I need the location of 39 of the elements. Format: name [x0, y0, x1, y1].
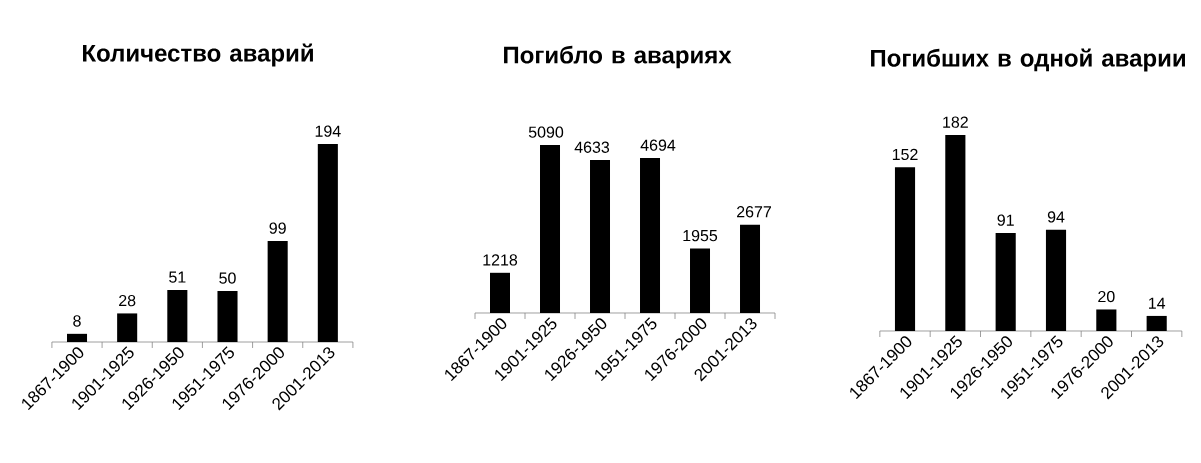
bar — [740, 224, 761, 313]
data-label: 5090 — [528, 126, 564, 138]
data-label: 28 — [119, 294, 136, 307]
bar — [540, 144, 561, 313]
bar — [1096, 309, 1117, 331]
data-label: 194 — [315, 125, 341, 137]
data-label: 2677 — [737, 206, 771, 218]
bar — [267, 240, 288, 342]
bar — [590, 160, 611, 313]
chart-title: Погибших в одной аварии — [871, 48, 1185, 72]
bar — [995, 233, 1016, 331]
data-label: 1218 — [483, 254, 518, 266]
data-label: 14 — [1149, 297, 1166, 309]
data-label: 182 — [943, 116, 968, 128]
bar — [1045, 229, 1067, 331]
bar — [894, 167, 916, 331]
data-label: 20 — [1098, 290, 1115, 303]
data-label: 152 — [892, 148, 918, 161]
bar — [117, 313, 138, 342]
bar — [690, 248, 711, 313]
data-label: 4633 — [574, 141, 610, 153]
bar — [1146, 315, 1167, 331]
bar — [317, 144, 338, 342]
chart-title: Погибло в авариях — [504, 45, 732, 69]
bar — [640, 158, 661, 313]
bar — [66, 333, 88, 342]
data-label: 1955 — [683, 229, 718, 242]
data-label: 91 — [997, 214, 1014, 226]
data-label: 4694 — [640, 139, 676, 151]
data-label: 51 — [169, 271, 186, 283]
data-label: 94 — [1047, 211, 1065, 223]
data-label: 8 — [73, 315, 81, 327]
bar — [217, 290, 238, 342]
data-label: 99 — [269, 222, 286, 234]
data-label: 50 — [219, 272, 236, 284]
bar — [167, 289, 188, 342]
bar — [490, 272, 511, 313]
chart-title: Количество аварий — [83, 43, 313, 67]
bar — [945, 135, 966, 331]
